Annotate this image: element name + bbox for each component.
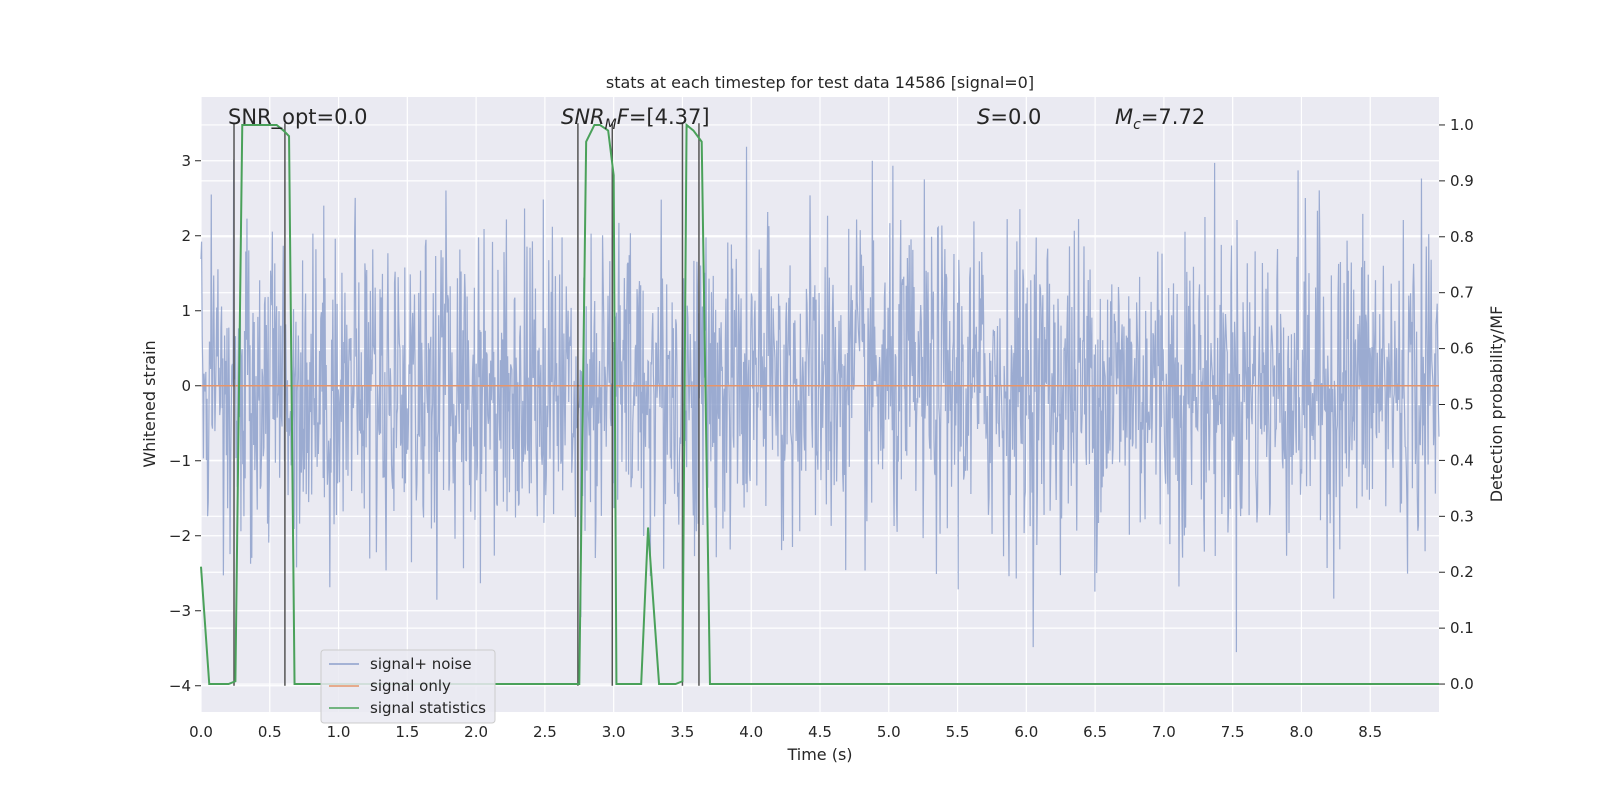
- stats-line: [200, 122, 1439, 686]
- chart-title: stats at each timestep for test data 145…: [606, 73, 1034, 92]
- annotation-snr-mf-main: SNR: [561, 105, 605, 129]
- y-tick-label-left: 3: [181, 152, 191, 170]
- noise-line: [200, 146, 1440, 653]
- stats-series: [200, 122, 1439, 686]
- y-tick-label-left: 1: [181, 302, 191, 320]
- x-tick-label: 7.0: [1152, 723, 1176, 741]
- x-tick-label: 6.5: [1083, 723, 1107, 741]
- annotation-mc-rest: =7.72: [1141, 105, 1205, 129]
- y-tick-label-left: −1: [169, 452, 191, 470]
- x-ticks: 0.0 0.5 1.0 1.5 2.0 2.5 3.0 3.5 4.0 4.5 5.0 5.5 6.0 6…: [189, 723, 1382, 741]
- x-tick-label: 1.5: [395, 723, 419, 741]
- legend-label-signal: signal only: [370, 677, 451, 695]
- x-tick-label: 1.0: [327, 723, 351, 741]
- x-tick-label: 3.0: [602, 723, 626, 741]
- x-tick-label: 0.0: [189, 723, 213, 741]
- x-tick-label: 8.5: [1358, 723, 1382, 741]
- y-tick-label-left: −2: [169, 527, 191, 545]
- x-tick-label: 2.5: [533, 723, 557, 741]
- x-tick-label: 5.0: [877, 723, 901, 741]
- annotation-snr-mf-rest-var: F: [617, 105, 630, 129]
- y-tick-label-left: −4: [169, 677, 191, 695]
- y-tick-label-right: 0.3: [1450, 507, 1474, 525]
- legend-box: [320, 649, 496, 724]
- noise-series: [200, 146, 1440, 653]
- x-axis-label: Time (s): [786, 745, 852, 764]
- x-tick-label: 4.5: [808, 723, 832, 741]
- y-tick-label-left: 2: [181, 227, 191, 245]
- y-tick-label-right: 0.4: [1450, 451, 1474, 469]
- annotation-snr-opt: SNR_opt=0.0: [228, 105, 368, 130]
- legend: signal+ noise signal only signal statist…: [320, 649, 496, 724]
- y-axis-left-label: Whitened strain: [140, 340, 159, 467]
- y-tick-label-left: −3: [169, 602, 191, 620]
- x-tick-label: 5.5: [946, 723, 970, 741]
- legend-label-stats: signal statistics: [370, 699, 486, 717]
- y-tick-label-right: 0.7: [1450, 284, 1474, 302]
- annotation-snr-mf-sub: M: [605, 117, 617, 133]
- y-tick-label-right: 0.0: [1450, 675, 1474, 693]
- x-tick-label: 0.5: [258, 723, 282, 741]
- x-tick-label: 2.0: [464, 723, 488, 741]
- y-tick-label-right: 0.2: [1450, 563, 1474, 581]
- x-tick-label: 7.5: [1221, 723, 1245, 741]
- annotation-mc-var: M: [1115, 105, 1133, 129]
- legend-label-noise: signal+ noise: [370, 655, 472, 673]
- x-tick-label: 3.5: [671, 723, 695, 741]
- y-axis-right-label: Detection probability/MF: [1487, 306, 1506, 503]
- y-tick-label-right: 0.8: [1450, 228, 1474, 246]
- y-tick-label-right: 0.5: [1450, 396, 1474, 414]
- annotation-snr-mf-rest: =[4.37]: [629, 105, 710, 129]
- x-tick-label: 6.0: [1014, 723, 1038, 741]
- y-ticks-left: 3 2 1 0 −1 −2 −3 −4: [169, 152, 201, 695]
- annotation-s-var: S: [977, 105, 990, 129]
- annotation-s-rest: =0.0: [990, 105, 1041, 129]
- y-tick-label-right: 0.1: [1450, 619, 1474, 637]
- annotation-s: S=0.0: [977, 105, 1041, 129]
- x-tick-label: 8.0: [1290, 723, 1314, 741]
- x-tick-label: 4.0: [739, 723, 763, 741]
- y-tick-label-right: 1.0: [1450, 116, 1474, 134]
- annotation-mc: Mc=7.72: [1115, 105, 1205, 133]
- y-ticks-right: 1.0 0.9 0.8 0.7 0.6 0.5 0.4 0.3 0.2 0.1 0.0: [1439, 116, 1474, 693]
- annotation-mc-sub: c: [1133, 117, 1141, 133]
- y-tick-label-right: 0.9: [1450, 172, 1474, 190]
- annotation-snr-mf: SNRMF=[4.37]: [561, 105, 710, 133]
- y-tick-label-left: 0: [181, 377, 191, 395]
- y-tick-label-right: 0.6: [1450, 340, 1474, 358]
